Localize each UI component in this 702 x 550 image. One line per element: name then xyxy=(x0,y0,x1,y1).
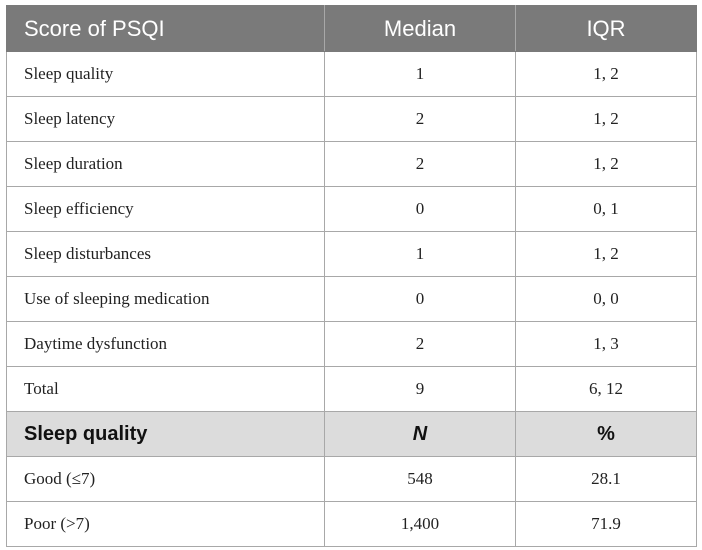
header-score-of-psqi: Score of PSQI xyxy=(6,5,325,52)
row-label: Sleep quality xyxy=(6,51,325,97)
table-row: Sleep latency 2 1, 2 xyxy=(6,96,697,142)
row-median: 0 xyxy=(324,276,516,322)
quality-percent: 28.1 xyxy=(515,456,697,502)
subheader-sleep-quality: Sleep quality xyxy=(6,411,325,457)
row-label: Sleep latency xyxy=(6,96,325,142)
table-row: Use of sleeping medication 0 0, 0 xyxy=(6,276,697,322)
subheader-percent: % xyxy=(515,411,697,457)
row-iqr: 1, 2 xyxy=(515,51,697,97)
row-label: Use of sleeping medication xyxy=(6,276,325,322)
quality-n: 1,400 xyxy=(324,501,516,547)
row-label: Total xyxy=(6,366,325,412)
row-label: Sleep efficiency xyxy=(6,186,325,232)
row-median: 2 xyxy=(324,321,516,367)
table-row: Sleep efficiency 0 0, 1 xyxy=(6,186,697,232)
table-row-total: Total 9 6, 12 xyxy=(6,366,697,412)
sleep-quality-subheader-row: Sleep quality N % xyxy=(6,411,697,457)
row-median: 2 xyxy=(324,141,516,187)
row-median: 1 xyxy=(324,51,516,97)
subheader-n: N xyxy=(324,411,516,457)
row-iqr: 6, 12 xyxy=(515,366,697,412)
row-median: 0 xyxy=(324,186,516,232)
table-header-row: Score of PSQI Median IQR xyxy=(6,5,697,52)
table-row: Poor (>7) 1,400 71.9 xyxy=(6,501,697,547)
table-row: Daytime dysfunction 2 1, 3 xyxy=(6,321,697,367)
row-median: 9 xyxy=(324,366,516,412)
row-iqr: 1, 3 xyxy=(515,321,697,367)
quality-label: Poor (>7) xyxy=(6,501,325,547)
row-iqr: 1, 2 xyxy=(515,141,697,187)
quality-n: 548 xyxy=(324,456,516,502)
table-row: Sleep duration 2 1, 2 xyxy=(6,141,697,187)
row-iqr: 0, 0 xyxy=(515,276,697,322)
table-row: Sleep quality 1 1, 2 xyxy=(6,51,697,97)
row-iqr: 0, 1 xyxy=(515,186,697,232)
psqi-score-table: Score of PSQI Median IQR Sleep quality 1… xyxy=(6,5,697,547)
header-iqr: IQR xyxy=(515,5,697,52)
row-iqr: 1, 2 xyxy=(515,96,697,142)
row-median: 2 xyxy=(324,96,516,142)
header-median: Median xyxy=(324,5,516,52)
row-iqr: 1, 2 xyxy=(515,231,697,277)
row-median: 1 xyxy=(324,231,516,277)
table-row: Sleep disturbances 1 1, 2 xyxy=(6,231,697,277)
row-label: Daytime dysfunction xyxy=(6,321,325,367)
table-row: Good (≤7) 548 28.1 xyxy=(6,456,697,502)
quality-percent: 71.9 xyxy=(515,501,697,547)
row-label: Sleep disturbances xyxy=(6,231,325,277)
quality-label: Good (≤7) xyxy=(6,456,325,502)
row-label: Sleep duration xyxy=(6,141,325,187)
